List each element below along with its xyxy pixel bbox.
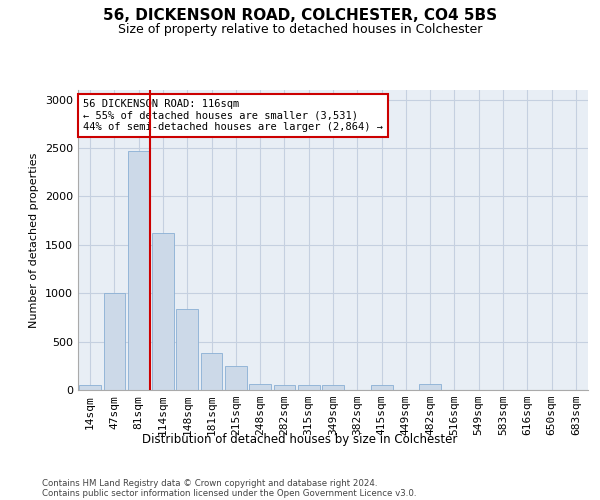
Bar xyxy=(298,385,320,390)
Text: Contains HM Land Registry data © Crown copyright and database right 2024.: Contains HM Land Registry data © Crown c… xyxy=(42,478,377,488)
Text: Contains public sector information licensed under the Open Government Licence v3: Contains public sector information licen… xyxy=(42,488,416,498)
Bar xyxy=(225,366,247,390)
Bar xyxy=(128,151,149,390)
Bar xyxy=(322,385,344,390)
Text: 56 DICKENSON ROAD: 116sqm
← 55% of detached houses are smaller (3,531)
44% of se: 56 DICKENSON ROAD: 116sqm ← 55% of detac… xyxy=(83,99,383,132)
Bar xyxy=(152,233,174,390)
Text: Distribution of detached houses by size in Colchester: Distribution of detached houses by size … xyxy=(142,432,458,446)
Bar xyxy=(104,293,125,390)
Bar xyxy=(419,384,441,390)
Text: 56, DICKENSON ROAD, COLCHESTER, CO4 5BS: 56, DICKENSON ROAD, COLCHESTER, CO4 5BS xyxy=(103,8,497,22)
Y-axis label: Number of detached properties: Number of detached properties xyxy=(29,152,40,328)
Bar xyxy=(249,384,271,390)
Bar xyxy=(79,384,101,390)
Bar xyxy=(274,385,295,390)
Text: Size of property relative to detached houses in Colchester: Size of property relative to detached ho… xyxy=(118,22,482,36)
Bar xyxy=(371,385,392,390)
Bar xyxy=(176,308,198,390)
Bar xyxy=(200,353,223,390)
